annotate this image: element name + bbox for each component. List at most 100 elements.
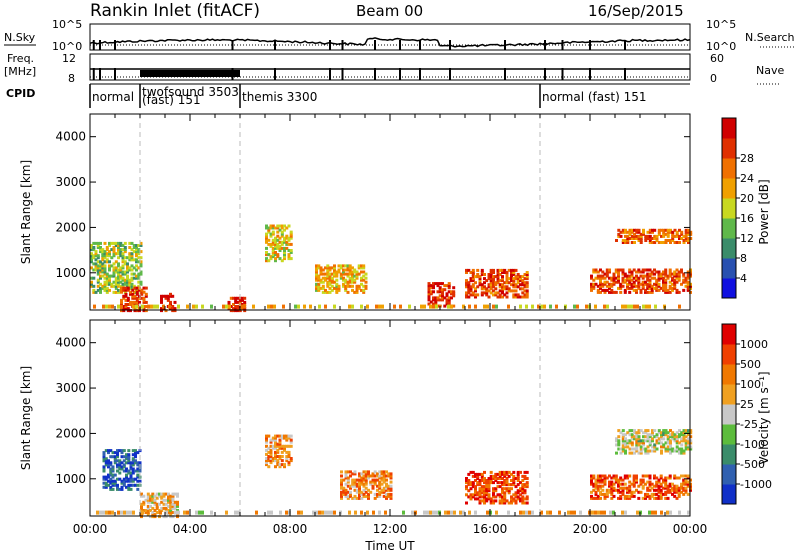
near-range-cell: [678, 511, 681, 515]
data-cell: [617, 439, 620, 442]
data-cell: [281, 455, 284, 458]
near-range-cell: [495, 511, 498, 515]
data-cell: [340, 470, 343, 473]
near-range-cell: [372, 511, 375, 515]
data-cell: [92, 246, 95, 249]
data-cell: [615, 239, 618, 242]
near-range-cell: [153, 305, 156, 309]
colorbar-tick-label: 8: [740, 252, 747, 265]
near-range-cell: [366, 511, 369, 515]
near-range-cell: [177, 305, 180, 309]
colorbar-swatch: [722, 198, 736, 219]
data-cell: [501, 275, 504, 278]
data-cell: [104, 242, 107, 245]
power-y-axis-label: Slant Range [km]: [19, 160, 33, 264]
nave-label: Nave: [756, 64, 784, 77]
data-cell: [494, 287, 497, 290]
near-range-cell: [381, 305, 384, 309]
data-cell: [283, 463, 286, 466]
data-cell: [483, 471, 486, 474]
radar-figure: Rankin Inlet (fitACF) Beam 00 16/Sep/201…: [0, 0, 800, 554]
near-range-cell: [267, 305, 270, 309]
near-range-cell: [666, 511, 669, 515]
near-range-cell: [108, 305, 111, 309]
near-range-cell: [507, 305, 510, 309]
data-cell: [290, 243, 293, 246]
near-range-cell: [429, 511, 432, 515]
near-range-cell: [648, 511, 651, 515]
data-cell: [347, 291, 350, 294]
data-cell: [599, 497, 602, 500]
data-cell: [680, 231, 683, 234]
near-range-cell: [525, 511, 528, 515]
data-cell: [92, 277, 95, 280]
near-range-cell: [96, 511, 99, 515]
power-panel: 1000200030004000 Slant Range [km] 481216…: [19, 114, 771, 312]
near-range-cell: [156, 305, 159, 309]
data-cell: [510, 487, 513, 490]
data-cell: [432, 290, 435, 293]
colorbar-tick-label: 24: [740, 172, 754, 185]
data-cell: [488, 493, 491, 496]
nsearch-label: N.Search: [745, 31, 795, 44]
near-range-cell: [111, 305, 114, 309]
near-range-cell: [351, 305, 354, 309]
x-tick-label: 12:00: [373, 522, 408, 536]
velocity-y-axis-label: Slant Range [km]: [19, 366, 33, 470]
colorbar-swatch: [722, 178, 736, 199]
data-cell: [526, 502, 529, 505]
near-range-cell: [444, 511, 447, 515]
near-range-cell: [348, 511, 351, 515]
data-cell: [638, 229, 641, 232]
data-cell: [136, 488, 139, 491]
data-cell: [633, 495, 636, 498]
near-range-cell: [648, 305, 651, 309]
data-cell: [272, 231, 275, 234]
near-range-cell: [174, 511, 177, 515]
near-range-cell: [177, 511, 180, 515]
nave-tick-high: 60: [710, 52, 724, 65]
data-cell: [452, 286, 455, 289]
data-cell: [118, 472, 121, 475]
near-range-cell: [507, 511, 510, 515]
data-cell: [624, 450, 627, 453]
near-range-cell: [597, 511, 600, 515]
near-range-cell: [606, 305, 609, 309]
data-cell: [590, 275, 593, 278]
freq-label-top: Freq.: [7, 52, 34, 65]
near-range-cell: [558, 511, 561, 515]
near-range-cell: [360, 511, 363, 515]
data-cell: [526, 481, 529, 484]
data-cell: [112, 488, 115, 491]
data-cell: [515, 289, 518, 292]
colorbar-swatch: [722, 404, 736, 425]
near-range-cell: [651, 511, 654, 515]
near-range-cell: [432, 511, 435, 515]
data-cell: [109, 461, 112, 464]
nsky-label: N.Sky: [4, 31, 36, 44]
near-range-cell: [108, 511, 111, 515]
near-range-cell: [378, 305, 381, 309]
colorbar-swatch: [722, 238, 736, 259]
near-range-cell: [126, 511, 129, 515]
near-range-cell: [486, 305, 489, 309]
y-tick-label: 1000: [55, 472, 86, 486]
near-range-cell: [399, 305, 402, 309]
near-range-cell: [234, 511, 237, 515]
data-cell: [465, 502, 468, 505]
near-range-cell: [93, 305, 96, 309]
near-range-cell: [195, 305, 198, 309]
near-range-cell: [531, 511, 534, 515]
near-range-cell: [318, 511, 321, 515]
near-range-cell: [654, 305, 657, 309]
data-cell: [452, 290, 455, 293]
near-range-cell: [609, 511, 612, 515]
near-range-cell: [285, 511, 288, 515]
data-cell: [680, 443, 683, 446]
near-range-cell: [555, 305, 558, 309]
near-range-cell: [201, 305, 204, 309]
near-range-cell: [654, 511, 657, 515]
data-cell: [624, 483, 627, 486]
data-cell: [617, 435, 620, 438]
near-range-cell: [636, 511, 639, 515]
